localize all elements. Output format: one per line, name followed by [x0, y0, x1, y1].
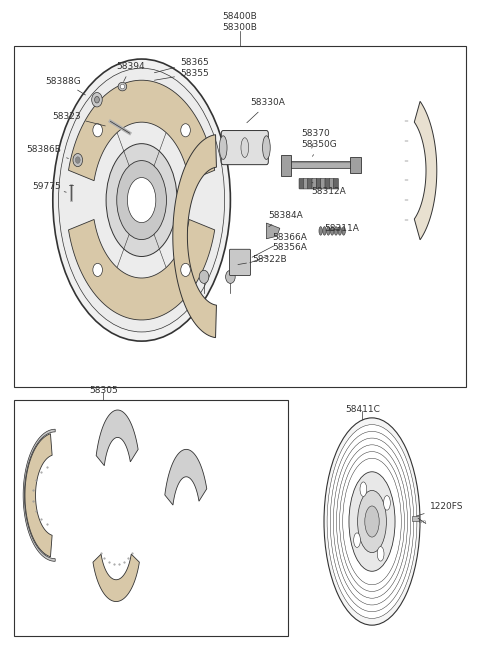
- FancyBboxPatch shape: [229, 249, 251, 276]
- Text: 58366A: 58366A: [252, 233, 308, 257]
- FancyBboxPatch shape: [303, 178, 308, 189]
- Circle shape: [181, 124, 191, 137]
- Polygon shape: [23, 429, 55, 562]
- Ellipse shape: [349, 472, 395, 571]
- FancyBboxPatch shape: [316, 178, 321, 189]
- FancyBboxPatch shape: [350, 157, 361, 173]
- FancyBboxPatch shape: [221, 131, 268, 165]
- FancyBboxPatch shape: [312, 178, 317, 189]
- Polygon shape: [165, 449, 207, 505]
- Ellipse shape: [324, 418, 420, 625]
- Circle shape: [93, 124, 102, 137]
- Ellipse shape: [343, 459, 401, 584]
- Ellipse shape: [354, 533, 360, 547]
- FancyBboxPatch shape: [281, 155, 291, 176]
- Ellipse shape: [323, 226, 326, 235]
- Circle shape: [95, 96, 99, 103]
- Ellipse shape: [338, 226, 342, 235]
- Text: 58388G: 58388G: [46, 77, 85, 95]
- Polygon shape: [96, 410, 138, 466]
- FancyBboxPatch shape: [412, 516, 419, 521]
- Circle shape: [199, 270, 209, 283]
- Ellipse shape: [342, 226, 346, 235]
- Polygon shape: [414, 101, 437, 240]
- Polygon shape: [69, 220, 215, 320]
- Ellipse shape: [327, 226, 330, 235]
- Ellipse shape: [241, 138, 249, 157]
- Ellipse shape: [127, 178, 156, 222]
- Bar: [14, 46, 466, 387]
- Bar: [14, 400, 288, 636]
- Polygon shape: [266, 223, 280, 239]
- FancyBboxPatch shape: [308, 178, 312, 189]
- Ellipse shape: [358, 491, 386, 552]
- Circle shape: [73, 154, 83, 167]
- Ellipse shape: [263, 136, 270, 159]
- Text: 58355: 58355: [155, 69, 209, 80]
- Polygon shape: [69, 80, 215, 180]
- Text: 58400B: 58400B: [223, 12, 257, 21]
- Polygon shape: [93, 554, 139, 602]
- Text: 58330A: 58330A: [247, 98, 286, 123]
- Ellipse shape: [106, 144, 177, 256]
- Ellipse shape: [333, 438, 410, 605]
- Ellipse shape: [384, 496, 390, 510]
- Ellipse shape: [360, 482, 367, 497]
- FancyBboxPatch shape: [299, 178, 304, 189]
- Text: 1220FS: 1220FS: [417, 502, 463, 516]
- Ellipse shape: [335, 226, 338, 235]
- Text: 58394: 58394: [117, 62, 145, 81]
- Ellipse shape: [336, 445, 408, 598]
- FancyBboxPatch shape: [329, 178, 334, 189]
- Ellipse shape: [319, 226, 323, 235]
- Text: 58370: 58370: [301, 129, 330, 148]
- Circle shape: [181, 263, 191, 276]
- Ellipse shape: [118, 82, 127, 91]
- Circle shape: [75, 157, 80, 163]
- Text: 59775: 59775: [33, 182, 66, 192]
- Text: 58305: 58305: [89, 386, 118, 395]
- Text: 58350G: 58350G: [301, 140, 337, 156]
- Text: 58384A: 58384A: [268, 211, 302, 227]
- Text: 58322B: 58322B: [238, 255, 287, 264]
- Text: 58386B: 58386B: [26, 145, 69, 159]
- Ellipse shape: [330, 226, 334, 235]
- Ellipse shape: [330, 432, 414, 611]
- Ellipse shape: [219, 136, 227, 159]
- FancyBboxPatch shape: [325, 178, 330, 189]
- Ellipse shape: [365, 506, 379, 537]
- Ellipse shape: [59, 68, 225, 332]
- Circle shape: [226, 270, 235, 283]
- FancyBboxPatch shape: [334, 178, 338, 189]
- Text: 58365: 58365: [155, 58, 209, 73]
- Text: 58311A: 58311A: [324, 224, 360, 234]
- Text: 58411C: 58411C: [345, 405, 380, 415]
- Ellipse shape: [377, 546, 384, 561]
- Circle shape: [92, 92, 102, 107]
- Ellipse shape: [340, 451, 404, 592]
- Text: 58300B: 58300B: [223, 23, 257, 32]
- Ellipse shape: [117, 161, 167, 239]
- Circle shape: [93, 263, 102, 276]
- Ellipse shape: [53, 59, 230, 341]
- Text: 58323: 58323: [52, 112, 105, 126]
- Polygon shape: [173, 134, 216, 338]
- FancyBboxPatch shape: [321, 178, 325, 189]
- Text: 58356A: 58356A: [250, 243, 308, 263]
- Ellipse shape: [327, 424, 417, 619]
- Polygon shape: [25, 434, 52, 557]
- Ellipse shape: [120, 84, 125, 89]
- Text: 58312A: 58312A: [311, 182, 346, 196]
